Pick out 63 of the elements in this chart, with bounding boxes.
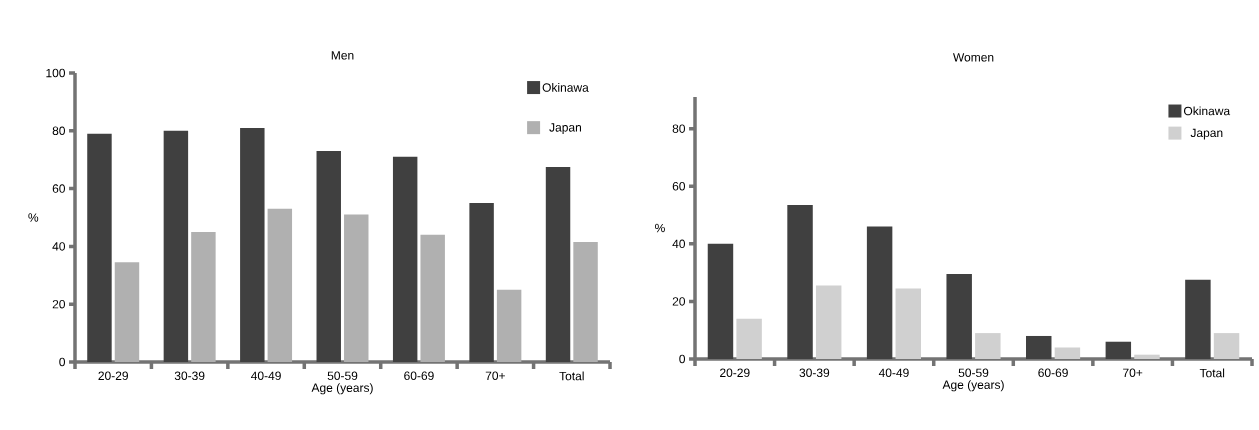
bar — [895, 288, 921, 359]
legend-label: Japan — [1190, 128, 1223, 140]
x-tick-label: 30-39 — [799, 368, 830, 378]
bar — [707, 243, 734, 359]
bar — [1185, 279, 1211, 359]
x-tick-label: 50-59 — [327, 371, 358, 381]
legend-label: Japan — [549, 123, 581, 135]
bar — [87, 133, 112, 362]
x-tick-label: 50-59 — [958, 368, 989, 378]
bar — [1054, 347, 1081, 359]
y-tick-label: 0 — [679, 354, 686, 364]
bar — [975, 333, 1001, 359]
bar — [1134, 354, 1160, 359]
x-tick-label: Total — [1199, 368, 1225, 378]
legend-label: Okinawa — [542, 82, 589, 92]
x-tick-label: 20-29 — [720, 368, 750, 378]
bar — [946, 274, 972, 359]
x-tick-label: 40-49 — [878, 368, 909, 378]
bar — [316, 151, 341, 362]
bar — [573, 242, 598, 362]
bar — [496, 289, 522, 362]
bar — [392, 156, 418, 362]
y-tick-label: 40 — [52, 242, 66, 251]
y-tick-label: 60 — [672, 182, 686, 191]
bar — [191, 231, 216, 362]
bar — [1213, 333, 1240, 359]
bar — [114, 262, 140, 362]
y-axis-title: % — [28, 213, 39, 222]
y-tick-label: 0 — [59, 357, 66, 367]
x-tick-label: 30-39 — [174, 371, 205, 381]
y-tick-label: 20 — [52, 299, 66, 309]
x-tick-label: Total — [559, 371, 584, 381]
bar — [545, 166, 571, 362]
bar — [344, 214, 369, 362]
bar — [1026, 335, 1052, 359]
chart-title: Men — [331, 51, 354, 60]
x-tick-label: 60-69 — [404, 371, 434, 381]
x-tick-label: 70+ — [485, 371, 505, 381]
y-axis-title: % — [655, 223, 665, 233]
bar — [1105, 341, 1132, 359]
bar — [787, 204, 813, 359]
x-tick-label: 70+ — [1123, 368, 1143, 378]
y-tick-label: 80 — [672, 124, 686, 133]
x-tick-label: 20-29 — [98, 371, 128, 381]
legend-label: Okinawa — [1183, 106, 1231, 116]
y-tick-label: 100 — [46, 68, 66, 78]
y-tick-label: 20 — [672, 297, 686, 306]
bar — [240, 127, 265, 362]
y-tick-label: 60 — [52, 184, 66, 193]
bar — [866, 226, 893, 359]
x-tick-label: 40-49 — [251, 371, 281, 381]
bar — [420, 234, 445, 362]
x-axis-title: Age (years) — [311, 383, 373, 395]
y-tick-label: 40 — [672, 239, 686, 249]
x-axis-title: Age (years) — [942, 380, 1004, 392]
bar — [815, 285, 842, 359]
y-tick-label: 80 — [52, 126, 66, 136]
bar — [469, 203, 494, 362]
x-tick-label: 60-69 — [1038, 368, 1068, 378]
bar — [163, 130, 189, 362]
chart-title: Women — [952, 53, 994, 62]
bar — [267, 208, 293, 362]
bar — [736, 318, 762, 359]
